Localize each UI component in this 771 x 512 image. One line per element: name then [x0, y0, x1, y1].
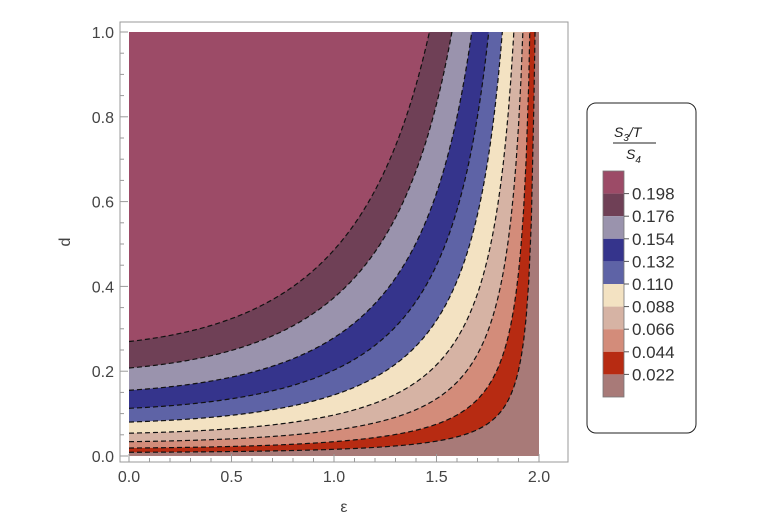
x-tick-label: 0.0: [118, 469, 140, 486]
legend-title-s4-sub: 4: [635, 155, 641, 166]
legend-label: 0.022: [632, 365, 675, 384]
legend: S3/T S4 0.1980.1760.1540.1320.1100.0880.…: [586, 102, 697, 434]
legend-label: 0.044: [632, 343, 675, 362]
y-tick-label: 0.2: [92, 364, 114, 381]
x-tick-label: 2.0: [528, 469, 550, 486]
contour-line-5: [129, 32, 490, 409]
contour-line-1: [129, 32, 531, 449]
contour-line-4: [129, 32, 503, 423]
contour-band-1: [129, 32, 539, 456]
y-tick-label: 0.8: [92, 110, 114, 127]
contour-line-3: [129, 32, 515, 434]
legend-swatches: 0.198 0.176 0.154 0.132 0.110 0.088 0.066 0.044…: [602, 170, 675, 398]
legend-label: 0.132: [632, 252, 675, 271]
y-tick-label: 0.0: [92, 449, 114, 466]
contour-line-6: [129, 32, 473, 391]
legend-label: 0.066: [632, 320, 675, 339]
y-axis: 0.0 0.2 0.4 0.6 0.8 1.0: [92, 25, 128, 466]
contour-line-2: [129, 32, 524, 443]
plot-frame: [119, 21, 569, 463]
legend-title: S3/T S4: [613, 124, 656, 166]
x-axis: 0.0 0.5 1.0 1.5 2.0: [118, 454, 550, 486]
contour-band-4: [129, 32, 539, 456]
legend-label: 0.198: [632, 185, 675, 204]
legend-swatch: [603, 351, 624, 375]
contour-line-7: [129, 32, 453, 369]
y-axis-label: d: [57, 238, 74, 247]
legend-swatch: [603, 284, 624, 307]
legend-title-s3: S: [614, 124, 624, 140]
legend-swatch: [603, 306, 624, 330]
x-tick-label: 1.0: [323, 469, 345, 486]
legend-swatch: [603, 374, 624, 397]
plot-area: [129, 32, 539, 456]
legend-swatch: [603, 193, 624, 217]
legend-title-over-t: /T: [628, 124, 643, 140]
legend-label: 0.088: [632, 298, 675, 317]
legend-title-s4: S: [626, 146, 636, 162]
x-axis-label: ε: [340, 499, 347, 512]
svg-text:S4: S4: [626, 146, 641, 166]
legend-label: 0.154: [632, 230, 675, 249]
legend-swatch: [603, 216, 624, 239]
legend-label: 0.176: [632, 207, 675, 226]
svg-text:S3/T: S3/T: [614, 124, 643, 144]
legend-label: 0.110: [632, 275, 673, 294]
contour-line-0: [129, 32, 536, 453]
legend-swatch: [603, 329, 624, 352]
legend-swatch: [603, 261, 624, 284]
legend-title-s3-sub: 3: [623, 133, 629, 144]
x-tick-label: 0.5: [220, 469, 242, 486]
y-tick-label: 0.6: [92, 195, 114, 212]
x-tick-label: 1.5: [425, 469, 447, 486]
legend-swatch: [603, 238, 624, 262]
y-tick-label: 0.4: [92, 279, 114, 296]
legend-swatch: [603, 171, 624, 194]
y-tick-label: 1.0: [92, 25, 114, 42]
